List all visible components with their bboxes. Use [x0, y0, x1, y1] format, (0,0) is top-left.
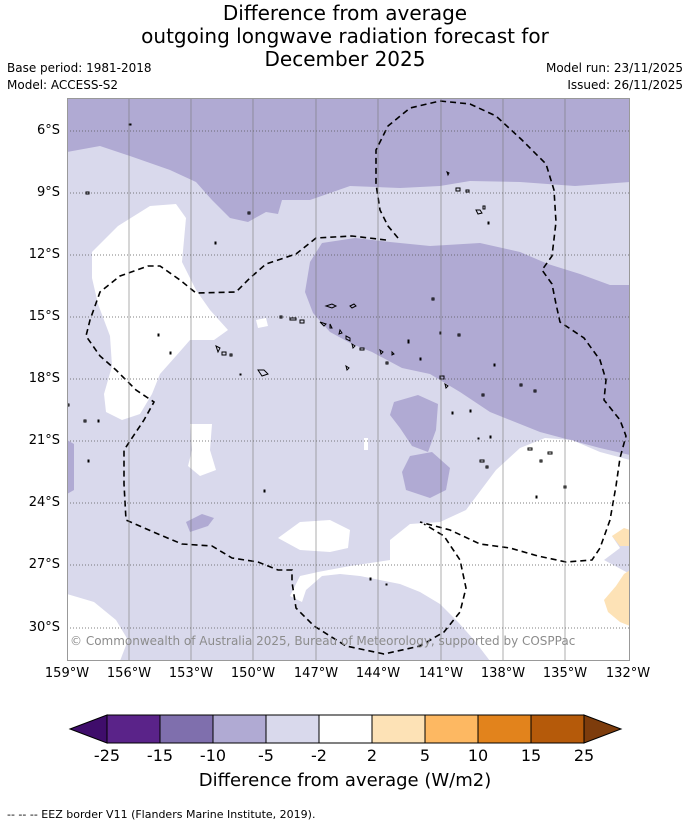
chart-title-line-1: Difference from average	[222, 1, 468, 25]
lon-label: 153°W	[168, 666, 214, 681]
copyright-notice: © Commonwealth of Australia 2025, Bureau…	[70, 634, 576, 648]
colorbar	[68, 714, 623, 744]
lat-label: 27°S	[28, 557, 60, 572]
lon-label: 144°W	[355, 666, 401, 681]
lat-label: 12°S	[28, 247, 60, 262]
colorbar-tick: -15	[146, 746, 174, 765]
lat-label: 15°S	[28, 309, 60, 324]
colorbar-tick: -2	[311, 746, 327, 765]
lon-label: 159°W	[44, 666, 90, 681]
eez-border-center	[85, 235, 467, 655]
colorbar-bin-7	[424, 714, 479, 744]
colorbar-tick: -10	[199, 746, 227, 765]
anomaly-patch-1	[390, 395, 438, 452]
colorbar-bin-5	[318, 714, 373, 744]
colorbar-bin-8	[477, 714, 532, 744]
anomaly-patch-3	[67, 440, 74, 494]
lon-label: 138°W	[480, 666, 526, 681]
colorbar-tick: 5	[419, 746, 431, 765]
positive-anomaly-patch-1	[612, 528, 630, 546]
chart-title-line-2: outgoing longwave radiation forecast for	[141, 24, 549, 48]
lat-label: 24°S	[28, 495, 60, 510]
colorbar-title: Difference from average (W/m2)	[198, 770, 492, 791]
lon-label: 141°W	[418, 666, 464, 681]
colorbar-extend-low	[68, 714, 108, 744]
positive-anomaly-patch-2	[604, 570, 630, 626]
colorbar-bin-1	[106, 714, 161, 744]
chart-title-line-3: December 2025	[264, 47, 426, 71]
colorbar-bin-9	[530, 714, 585, 744]
anomaly-region-north	[67, 98, 630, 222]
colorbar-tick: -25	[93, 746, 121, 765]
colorbar-extend-high	[583, 714, 623, 744]
lat-label: 18°S	[28, 371, 60, 386]
anomaly-patch-4	[186, 514, 214, 532]
eez-borders	[85, 100, 627, 655]
base-period-text: Base period: 1981-2018	[7, 61, 152, 75]
near-normal-patch-2	[67, 594, 128, 661]
anomaly-patch-2	[402, 452, 450, 498]
issued-text: Issued: 26/11/2025	[567, 78, 683, 92]
colorbar-tick: 2	[366, 746, 378, 765]
near-normal-patch-3	[256, 318, 268, 328]
eez-legend-footer: -- -- -- EEZ border V11 (Flanders Marine…	[7, 808, 316, 821]
anomaly-region-central	[305, 238, 630, 455]
lon-label: 147°W	[293, 666, 339, 681]
lat-label: 30°S	[28, 620, 60, 635]
model-text: Model: ACCESS-S2	[7, 78, 119, 92]
colorbar-bin-6	[371, 714, 426, 744]
lat-label: 6°S	[36, 123, 60, 138]
model-run-text: Model run: 23/11/2025	[545, 61, 683, 75]
colorbar-bin-3	[212, 714, 267, 744]
lon-label: 156°W	[106, 666, 152, 681]
colorbar-tick: 25	[573, 746, 595, 765]
lon-label: 135°W	[542, 666, 588, 681]
map-plot-area	[67, 98, 630, 661]
gridlines	[67, 130, 630, 629]
colorbar-tick: 15	[520, 746, 542, 765]
lon-label: 150°W	[230, 666, 276, 681]
meridians	[128, 98, 566, 661]
colorbar-tick: -5	[258, 746, 274, 765]
near-normal-region-southeast	[290, 438, 630, 661]
lat-label: 21°S	[28, 433, 60, 448]
colorbar-bin-2	[159, 714, 214, 744]
lat-label: 9°S	[36, 185, 60, 200]
near-normal-patch-1	[188, 424, 216, 476]
map-frame	[67, 98, 630, 661]
lon-label: 132°W	[605, 666, 651, 681]
near-normal-region-south	[278, 520, 350, 552]
eez-border-north	[375, 100, 627, 563]
near-normal-region-west	[92, 204, 228, 420]
colorbar-bin-4	[265, 714, 320, 744]
colorbar-tick: 10	[467, 746, 489, 765]
